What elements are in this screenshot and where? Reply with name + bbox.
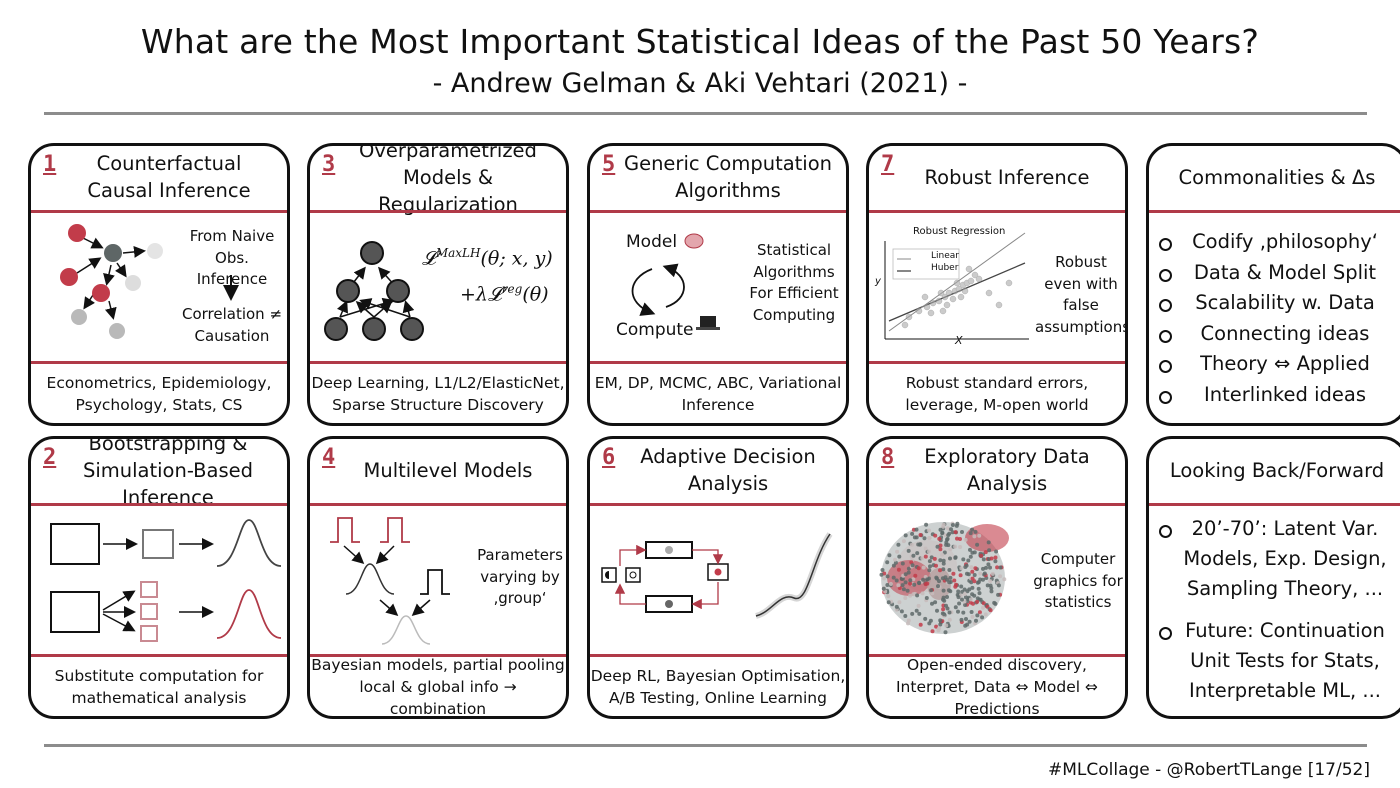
cycle-diagram [631,233,720,330]
card-heading: Robust Inference [924,165,1090,189]
commonality-item: Interlinked ideas [1203,382,1367,406]
bullet-icon [1159,299,1172,312]
page-title: What are the Most Important Statistical … [140,22,1260,61]
legend-linear: Linear [931,251,959,261]
outlook-line: Interpretable ML, ... [1188,679,1381,702]
card-exploratory-data-analysis: 8 Exploratory Data Analysis Computer gra… [866,436,1128,719]
outlook-line: Future: Continuation [1185,619,1385,642]
card-adaptive-decision: 6 Adaptive Decision Analysis Deep RL, Ba… [587,436,849,719]
plot-title: Robust Regression [913,226,1006,237]
commonality-item: Codify ‚philosophy‘ [1192,230,1378,253]
card-number: 5 [602,152,616,177]
card-heading: Multilevel Models [363,458,533,482]
objective-equation-line2: +λ𝓛reg(θ) [460,282,549,306]
card-multilevel-models: 4 Multilevel Models Parameters varying b… [307,436,569,719]
card-footer: EM, DP, MCMC, ABC, Variational Inference [594,374,842,414]
card-number: 3 [322,152,336,177]
compute-label: Compute [616,320,694,340]
laptop-icon [700,316,716,327]
card-footer: Bayesian models, partial pooling local &… [311,656,565,718]
card-looking-back-forward: Looking Back/Forward 20’-70’: Latent Var… [1146,436,1400,719]
multilevel-text: Parameters varying by ‚group‘ [477,546,563,607]
plot-y-label: y [875,276,881,287]
bullet-icon [1159,525,1172,538]
bullet-icon [1159,390,1172,404]
card-number: 8 [881,445,895,470]
card-heading: Generic Computation Algorithms [623,152,833,202]
card-overparametrized-models: 3 Overparametrized Models & Regularizati… [307,143,569,426]
card-footer: Substitute computation for mathematical … [54,667,264,707]
page-subtitle: - Andrew Gelman & Aki Vehtari (2021) - [432,68,968,99]
model-label: Model [626,232,678,252]
card-heading: Adaptive Decision Analysis [640,445,816,495]
eda-text: Computer graphics for statistics [1033,550,1123,611]
causal-text-top: From Naive Obs. Inference [189,227,275,288]
card-generic-computation: 5 Generic Computation Algorithms Model C… [587,143,849,426]
bottom-divider [44,744,1367,747]
card-heading: Overparametrized Models & Regularization [359,143,537,216]
card-footer: Robust standard errors, leverage, M-open… [905,374,1089,414]
outlook-line: 20’-70’: Latent Var. [1191,517,1379,540]
rl-loop-diagram [601,532,833,619]
card-bootstrapping: 2 Bootstrapping & Simulation-Based Infer… [28,436,290,719]
card-heading: Looking Back/Forward [1169,458,1385,482]
footer-credit: #MLCollage - @RobertTLange [17/52] [1047,760,1370,780]
causal-graph-icon [60,224,239,339]
bullet-icon [1159,329,1172,343]
multilevel-diagram [330,517,450,645]
card-footer: Open-ended discovery, Interpret, Data ⇔ … [895,656,1099,718]
objective-equation-line1: 𝓛MaxLH(θ; x, y) [422,246,553,270]
outlook-line: Sampling Theory, ... [1186,577,1384,600]
card-heading: Commonalities & Δs [1178,165,1376,189]
card-footer: Econometrics, Epidemiology, Psychology, … [46,374,272,414]
card-robust-inference: 7 Robust Inference Robust Regression Lin… [866,143,1128,426]
card-number: 6 [602,445,616,470]
card-counterfactual-causal-inference: 1 Counterfactual Causal Inference From N… [28,143,290,426]
top-divider [44,112,1367,115]
card-number: 7 [881,152,895,177]
card-number: 1 [43,152,57,177]
bootstrap-diagram [50,519,282,642]
commonality-item: Scalability w. Data [1195,291,1375,314]
card-footer: Deep Learning, L1/L2/ElasticNet, Sparse … [311,374,565,414]
commonality-item: Theory ⇔ Applied [1200,352,1370,375]
robust-text: Robust even with false assumptions [1035,253,1128,336]
brain-icon [684,233,704,249]
outlook-line: Models, Exp. Design, [1183,547,1387,570]
bullet-icon [1159,268,1172,282]
card-number: 4 [322,445,336,470]
bullet-icon [1159,627,1172,640]
card-heading: Exploratory Data Analysis [924,445,1090,495]
bullet-icon [1159,360,1172,373]
robust-regression-plot [884,232,1029,340]
neural-network-icon [324,241,424,341]
card-commonalities: Commonalities & Δs Codify ‚philosophy‘ Da… [1146,143,1400,426]
scatter-cloud-graphic [879,521,1009,635]
card-heading: Bootstrapping & Simulation-Based Inferen… [82,436,254,509]
card-number: 2 [43,445,57,470]
commonality-item: Connecting ideas [1200,321,1370,345]
bullet-icon [1159,238,1172,251]
card-heading: Counterfactual Causal Inference [87,152,251,202]
computation-text: Statistical Algorithms For Efficient Com… [749,241,839,324]
legend-huber: Huber [931,263,959,273]
outlook-line: Unit Tests for Stats, [1190,649,1380,672]
card-footer: Deep RL, Bayesian Optimisation, A/B Test… [590,667,846,707]
causal-text-bottom: Correlation ≠ Causation [181,305,283,345]
commonality-item: Data & Model Split [1193,260,1377,284]
plot-x-label: X [955,334,963,347]
